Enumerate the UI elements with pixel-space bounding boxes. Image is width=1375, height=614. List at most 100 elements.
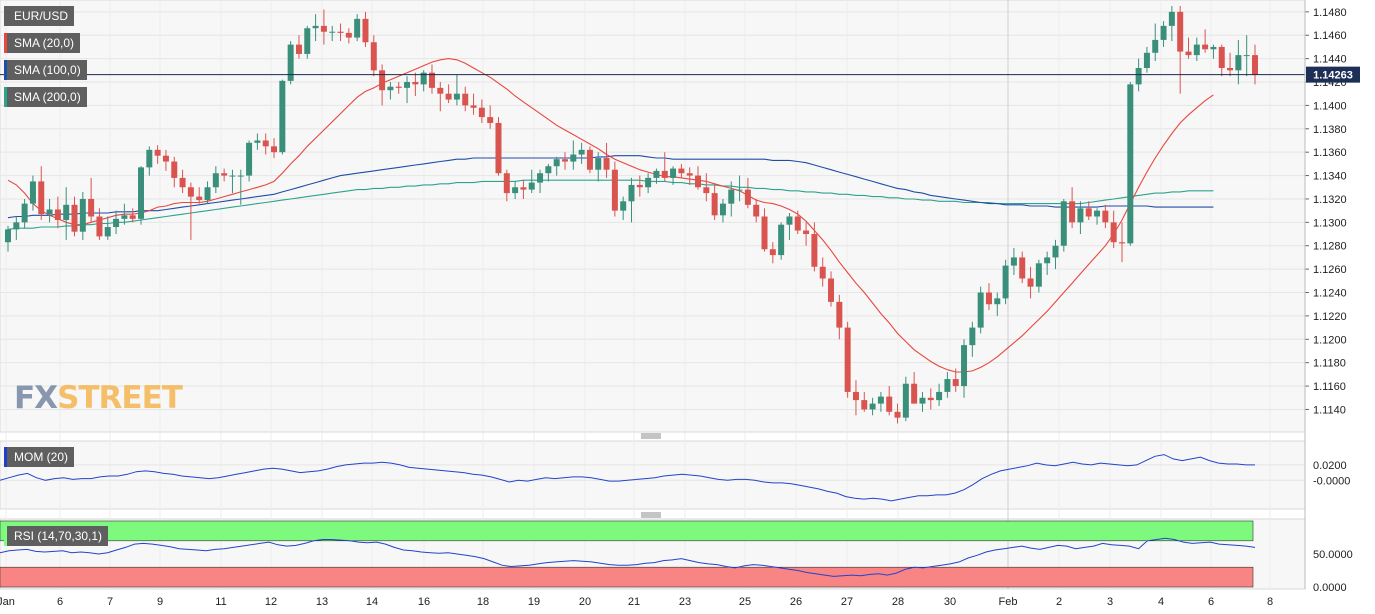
- candle-body: [1094, 210, 1101, 217]
- candle-body: [902, 383, 909, 418]
- candle-body: [586, 149, 593, 170]
- candle-body: [304, 28, 311, 54]
- candle-body: [370, 42, 377, 71]
- candle-body: [470, 105, 477, 108]
- candle-body: [653, 170, 660, 178]
- candle-body: [279, 80, 286, 153]
- candle-body: [1044, 257, 1051, 264]
- price-tick-label: 1.1300: [1313, 217, 1347, 229]
- candle-body: [271, 146, 278, 153]
- time-tick-label: 6: [1208, 596, 1214, 608]
- candle-body: [1060, 201, 1067, 246]
- price-tick-label: 1.1160: [1313, 381, 1346, 393]
- candle-body: [412, 82, 419, 85]
- candle-body: [1218, 46, 1225, 68]
- price-tick-label: 1.1260: [1313, 264, 1347, 276]
- candle-body: [495, 122, 502, 174]
- candle-body: [969, 327, 976, 346]
- candle-body: [478, 107, 485, 118]
- price-tick-label: 1.1340: [1313, 171, 1347, 183]
- candle-body: [354, 18, 361, 38]
- candle-body: [1127, 84, 1134, 244]
- candle-body: [728, 189, 735, 204]
- candle-body: [5, 229, 11, 243]
- candle-body: [636, 184, 643, 188]
- price-tick-label: 1.1200: [1313, 334, 1347, 346]
- candle-body: [512, 187, 519, 194]
- sma200-legend[interactable]: SMA (200,0): [4, 87, 87, 107]
- candle-body: [1185, 51, 1192, 56]
- candle-body: [670, 168, 677, 178]
- sma20-label: SMA (20,0): [14, 36, 75, 50]
- candle-body: [29, 181, 36, 204]
- price-tick-label: 1.1480: [1313, 7, 1347, 19]
- candle-body: [1069, 201, 1076, 223]
- price-tick-label: 1.1440: [1313, 54, 1347, 66]
- candle-body: [711, 193, 718, 216]
- sma20-legend[interactable]: SMA (20,0): [4, 33, 81, 53]
- candle-body: [645, 177, 652, 188]
- candle-body: [753, 204, 760, 217]
- candle-body: [138, 167, 145, 219]
- candle-body: [487, 117, 494, 123]
- mom-tick-label: -0.0000: [1313, 475, 1350, 487]
- candle-body: [695, 175, 701, 188]
- candle-body: [395, 86, 402, 88]
- sma100-legend[interactable]: SMA (100,0): [4, 60, 87, 80]
- logo-part-street: STREET: [57, 380, 183, 416]
- candle-body: [88, 198, 95, 217]
- mom-panel-background: [0, 440, 1306, 510]
- price-tick-label: 1.1140: [1313, 404, 1346, 416]
- time-tick-label: 7: [107, 596, 113, 608]
- candle-body: [794, 216, 801, 231]
- time-tick-label: 26: [790, 596, 802, 608]
- candle-body: [911, 383, 918, 404]
- candle-body: [861, 400, 868, 410]
- time-tick-label: 3: [1107, 596, 1113, 608]
- candle-body: [811, 234, 818, 267]
- mom-line: [0, 454, 1255, 502]
- candle-body: [778, 224, 785, 256]
- candle-body: [54, 209, 61, 221]
- candle-body: [196, 196, 203, 201]
- candle-body: [237, 175, 244, 177]
- candle-body: [79, 198, 86, 232]
- candle-body: [1193, 44, 1200, 56]
- sma200-line: [7, 179, 1214, 230]
- price-tick-label: 1.1320: [1313, 194, 1347, 206]
- candle-body: [703, 187, 710, 194]
- candle-body: [212, 173, 219, 188]
- time-tick-label: 18: [477, 596, 489, 608]
- current-price-badge: [1306, 66, 1360, 83]
- candle-body: [719, 203, 726, 216]
- candle-body: [129, 215, 136, 219]
- time-tick-label: 14: [366, 596, 378, 608]
- candle-body: [852, 391, 859, 401]
- candle-body: [545, 166, 552, 174]
- time-tick-label: 13: [316, 596, 328, 608]
- candle-body: [503, 173, 510, 194]
- candle-body: [994, 298, 1001, 305]
- price-tick-label: 1.1400: [1313, 100, 1347, 112]
- candle-body: [1210, 46, 1217, 50]
- mom-legend[interactable]: MOM (20): [4, 447, 74, 467]
- candle-body: [1002, 265, 1009, 299]
- candle-body: [254, 140, 261, 143]
- candle-body: [1085, 208, 1092, 217]
- current-price-label: 1.14263: [1313, 70, 1353, 82]
- time-tick-label: 16: [418, 596, 430, 608]
- mom-label: MOM (20): [14, 450, 68, 464]
- candle-body: [562, 159, 568, 162]
- symbol-legend[interactable]: EUR/USD: [4, 6, 75, 26]
- candle-body: [769, 249, 776, 256]
- candle-body: [171, 161, 178, 178]
- rsi-legend[interactable]: RSI (14,70,30,1): [4, 526, 109, 546]
- candle-body: [1027, 278, 1034, 287]
- candle-body: [387, 86, 394, 91]
- candle-body: [1010, 257, 1017, 266]
- sma200-color-marker: [4, 87, 7, 107]
- candle-body: [445, 93, 452, 100]
- candle-body: [894, 411, 901, 418]
- candle-body: [819, 266, 826, 279]
